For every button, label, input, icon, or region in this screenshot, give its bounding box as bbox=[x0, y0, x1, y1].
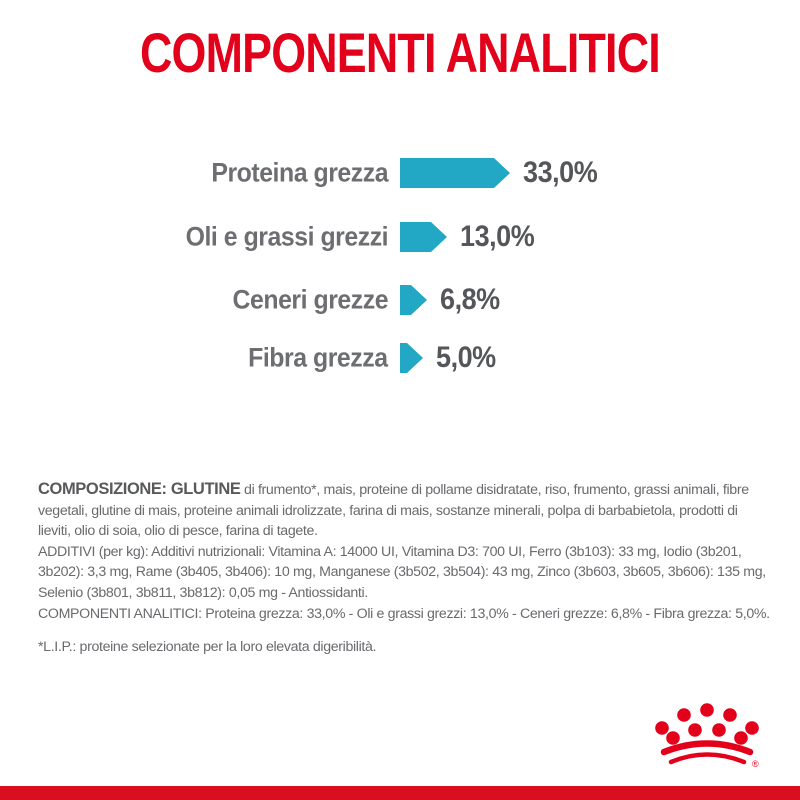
lip-note: *L.I.P.: proteine selezionate per la lor… bbox=[38, 639, 377, 656]
composition-paragraph: COMPOSIZIONE: GLUTINE di frumento*, mais… bbox=[38, 479, 772, 542]
bottom-red-band bbox=[0, 786, 800, 800]
chart-value-label: 13,0% bbox=[460, 220, 535, 253]
registered-mark: ® bbox=[752, 759, 759, 769]
chart-row-fibra: Fibra grezza 5,0% bbox=[0, 341, 800, 375]
analytical-summary-paragraph: COMPONENTI ANALITICI: Proteina grezza: 3… bbox=[38, 605, 770, 622]
chart-value-label: 33,0% bbox=[523, 156, 598, 189]
chart-row-ceneri: Ceneri grezze 6,8% bbox=[0, 283, 800, 317]
composition-text-block: COMPOSIZIONE: GLUTINE di frumento*, mais… bbox=[38, 479, 772, 658]
chart-category-label: Oli e grassi grezzi bbox=[185, 221, 389, 252]
bar-fibra bbox=[400, 343, 423, 373]
bar-group: 6,8% bbox=[400, 283, 506, 316]
chart-value-label: 5,0% bbox=[436, 341, 496, 374]
bar-ceneri bbox=[400, 285, 427, 315]
chart-row-proteina: Proteina grezza 33,0% bbox=[0, 156, 800, 190]
additives-paragraph: ADDITIVI (per kg): Additivi nutrizionali… bbox=[38, 543, 766, 601]
bar-proteina bbox=[400, 158, 510, 188]
composition-lead: COMPOSIZIONE: GLUTINE bbox=[38, 480, 241, 498]
bar-group: 13,0% bbox=[400, 220, 543, 253]
chart-category-label: Fibra grezza bbox=[248, 342, 389, 373]
composition-body: di frumento*, mais, proteine di pollame … bbox=[38, 482, 749, 540]
chart-value-label: 6,8% bbox=[440, 283, 500, 316]
page-title-text: COMPONENTI ANALITICI bbox=[140, 21, 661, 84]
bar-group: 5,0% bbox=[400, 341, 502, 374]
crown-icon: ® bbox=[655, 703, 759, 769]
page-title: COMPONENTI ANALITICI bbox=[0, 20, 800, 85]
royal-canin-crown-logo: ® bbox=[653, 699, 765, 777]
chart-row-oli-grassi: Oli e grassi grezzi 13,0% bbox=[0, 220, 800, 254]
chart-category-label: Proteina grezza bbox=[211, 157, 388, 188]
chart-category-label: Ceneri grezze bbox=[232, 284, 388, 315]
bar-group: 33,0% bbox=[400, 156, 606, 189]
bar-oli-grassi bbox=[400, 222, 447, 252]
